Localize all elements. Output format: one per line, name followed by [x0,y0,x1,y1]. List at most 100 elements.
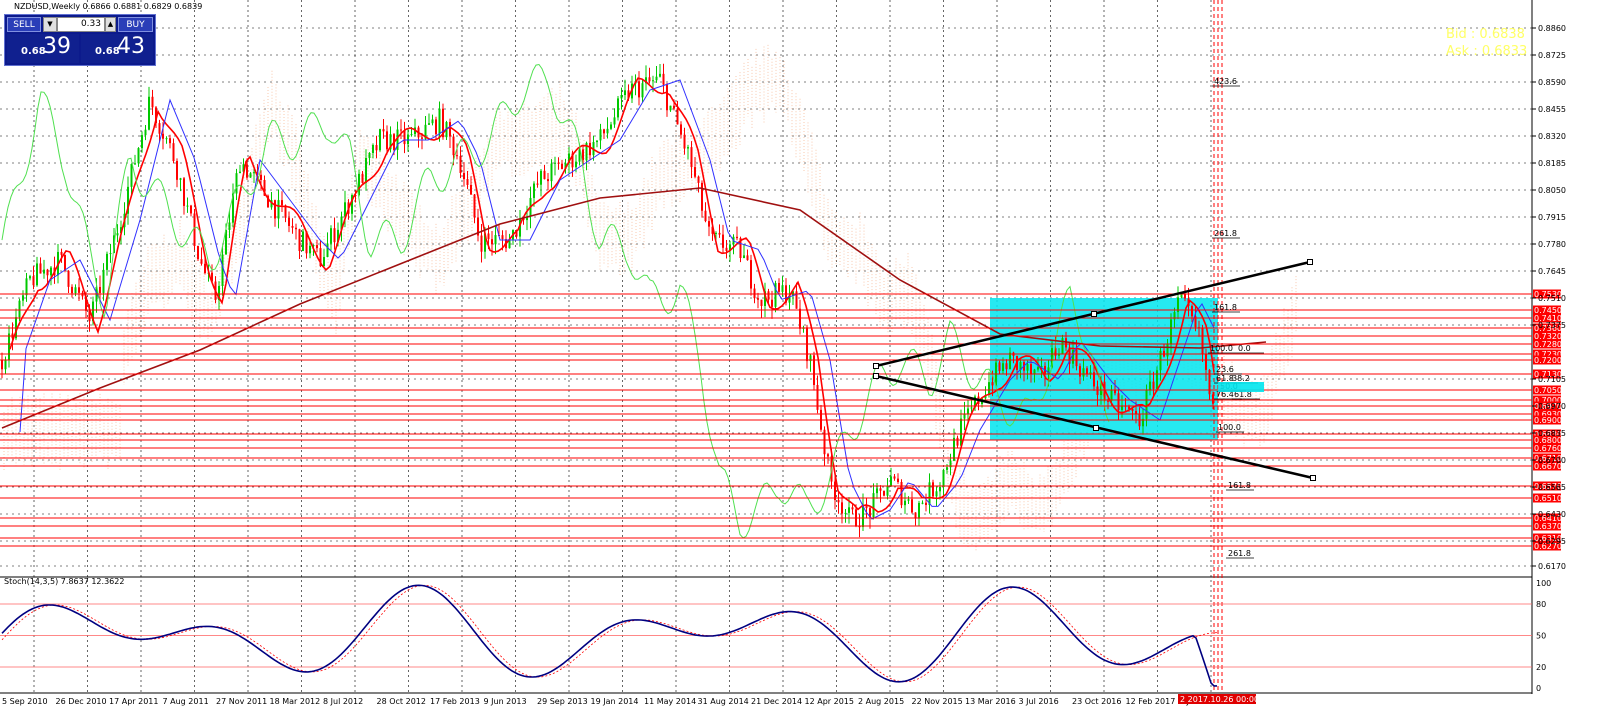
candle-body [998,362,1001,371]
level-price-label: 0.6800 [1534,436,1562,445]
candle-body [99,286,101,293]
candle-body [935,491,938,497]
candle-body [155,107,157,124]
candle-body [1033,369,1036,375]
time-label: 11 May 2014 [644,697,696,706]
sell-button[interactable]: SELL [7,17,41,32]
candle-body [956,437,959,446]
stoch-tick-label: 0 [1536,684,1541,693]
candle-body [1089,372,1092,374]
candle-body [690,147,693,168]
candle-body [652,80,654,82]
candle-body [368,152,371,158]
candle-body [151,96,154,108]
candle-body [424,124,427,139]
price-tick-label: 0.8050 [1538,186,1566,195]
candle-body [407,134,409,145]
lot-increase-icon[interactable]: ▲ [105,17,116,32]
candle-body [193,213,196,247]
candle-body [886,486,889,496]
level-price-label: 0.6670 [1534,462,1562,471]
candle-body [1159,350,1162,371]
candle-body [1068,347,1071,364]
candle-body [764,291,766,306]
candle-body [358,173,360,196]
candle-body [298,229,301,251]
level-price-box [1533,481,1561,491]
time-label: 7 Aug 2011 [163,697,209,706]
candle-body [162,133,164,139]
candle-body [477,217,479,236]
candle-body [960,418,962,446]
fibo-label: 0.0 [1238,344,1251,353]
candle-body [39,263,42,274]
candle-body [547,179,549,182]
level-price-box [1533,289,1561,299]
level-price-label: 0.6760 [1534,444,1562,453]
candle-body [550,163,553,182]
candle-body [722,234,724,248]
candle-body [330,228,332,244]
level-price-box [1533,323,1561,333]
level-price-box [1533,401,1561,411]
symbol-title: NZDUSD,Weekly 0.6866 0.6881 0.6829 0.683… [14,2,202,11]
candle-body [1114,389,1116,394]
candle-body [533,183,535,198]
candle-body [610,124,612,129]
candle-body [1131,408,1134,411]
candle-body [1075,349,1078,367]
candle-body [669,105,672,111]
trend-anchor [873,373,879,379]
level-price-label: 0.7320 [1534,332,1562,341]
candle-body [1191,305,1193,317]
candle-body [116,233,119,236]
candle-body [1145,390,1148,419]
candle-body [305,231,308,254]
fibonacci-levels: 423.6261.8161.8100.00.023.638.261.850.06… [1208,77,1264,559]
candle-body [466,179,469,185]
level-price-box [1533,331,1561,341]
fibo-label: 161.8 [1228,481,1251,490]
sell-price-button[interactable]: 0.68 39 [7,34,79,63]
buy-button[interactable]: BUY [118,17,153,32]
stoch-tick-label: 50 [1536,632,1546,641]
lot-size-input[interactable]: 0.33 [57,17,105,32]
price-tick-label: 0.8860 [1538,24,1566,33]
candle-body [816,384,819,410]
candle-body [645,77,647,84]
candle-body [872,493,875,518]
candle-body [1082,368,1085,377]
level-price-box [1533,313,1561,323]
candle-body [1005,363,1008,370]
sell-price-prefix: 0.68 [21,46,46,57]
buy-price-button[interactable]: 0.68 43 [81,34,153,63]
candle-body [858,526,861,528]
candle-body [876,488,878,494]
candle-body [372,145,374,153]
candle-body [575,161,577,168]
lot-dropdown-icon[interactable]: ▼ [43,17,57,32]
candle-body [648,77,651,82]
time-label: 19 Jan 2014 [591,697,639,706]
candle-body [501,235,504,240]
candle-body [1009,352,1011,370]
candle-body [613,117,616,125]
candle-body [1086,368,1088,374]
level-price-box [1533,533,1561,543]
candle-body [890,476,892,487]
price-tick-label: 0.7105 [1538,375,1566,384]
candle-body [1061,338,1064,354]
time-label: 18 Mar 2012 [270,697,321,706]
candle-body [1019,362,1022,370]
candle-body [67,270,70,287]
candle-body [984,395,987,399]
level-price-label: 0.6270 [1534,542,1562,551]
level-price-label: 0.7050 [1534,386,1562,395]
candle-body [375,145,378,151]
candle-body [725,247,728,252]
time-axis: 5 Sep 2010 26 Dec 2010 17 Apr 2011 7 Aug 20… [2,697,1222,706]
trend-anchor [1307,259,1313,265]
candle-body [127,186,129,214]
level-price-label: 0.7200 [1534,356,1562,365]
